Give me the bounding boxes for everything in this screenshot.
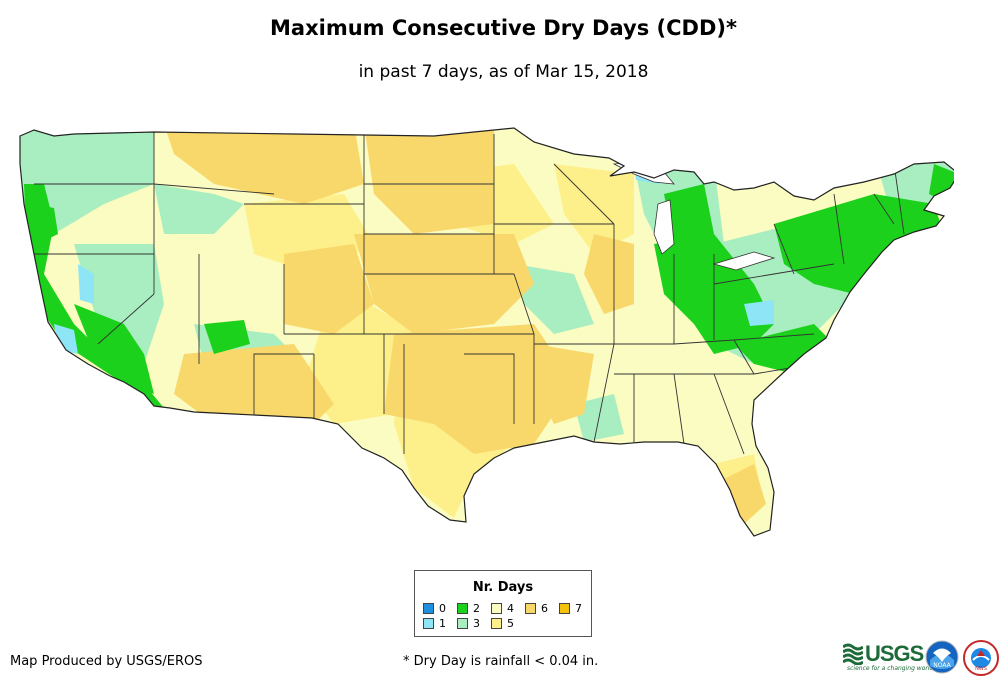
legend-label: 7 <box>575 602 582 615</box>
legend-title: Nr. Days <box>472 580 534 595</box>
dry-day-footnote: * Dry Day is rainfall < 0.04 in. <box>403 654 599 669</box>
usgs-logo: USGS science for a changing world <box>843 641 933 673</box>
nws-logo-text: NWS <box>975 666 987 672</box>
legend-label: 0 <box>439 602 446 615</box>
legend-swatch <box>525 603 536 614</box>
noaa-logo-text: NOAA <box>933 662 951 669</box>
noaa-logo-icon: NOAA <box>925 640 959 674</box>
map-title: Maximum Consecutive Dry Days (CDD)* <box>270 16 737 40</box>
legend-label: 4 <box>507 602 514 615</box>
nws-logo-icon: NWS <box>963 640 999 676</box>
legend-swatch <box>491 603 502 614</box>
legend-swatch <box>423 618 434 629</box>
legend-swatch <box>423 603 434 614</box>
map-subtitle: in past 7 days, as of Mar 15, 2018 <box>358 62 649 82</box>
map-legend: Nr. Days 0 2 4 6 7 1 3 <box>414 570 592 637</box>
legend-label: 3 <box>473 617 480 630</box>
legend-label: 5 <box>507 617 514 630</box>
usgs-tagline: science for a changing world <box>847 665 934 672</box>
cdd-map <box>19 127 954 537</box>
legend-swatch <box>457 603 468 614</box>
usgs-wordmark: USGS <box>865 641 924 666</box>
map-credit: Map Produced by USGS/EROS <box>10 654 203 669</box>
legend-label: 2 <box>473 602 480 615</box>
legend-swatch <box>559 603 570 614</box>
legend-swatch <box>457 618 468 629</box>
usgs-wave-icon <box>843 643 863 665</box>
legend-label: 6 <box>541 602 548 615</box>
legend-swatch <box>491 618 502 629</box>
legend-label: 1 <box>439 617 446 630</box>
